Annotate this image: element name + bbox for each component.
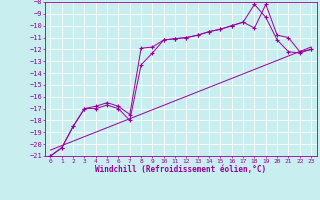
X-axis label: Windchill (Refroidissement éolien,°C): Windchill (Refroidissement éolien,°C) (95, 165, 266, 174)
